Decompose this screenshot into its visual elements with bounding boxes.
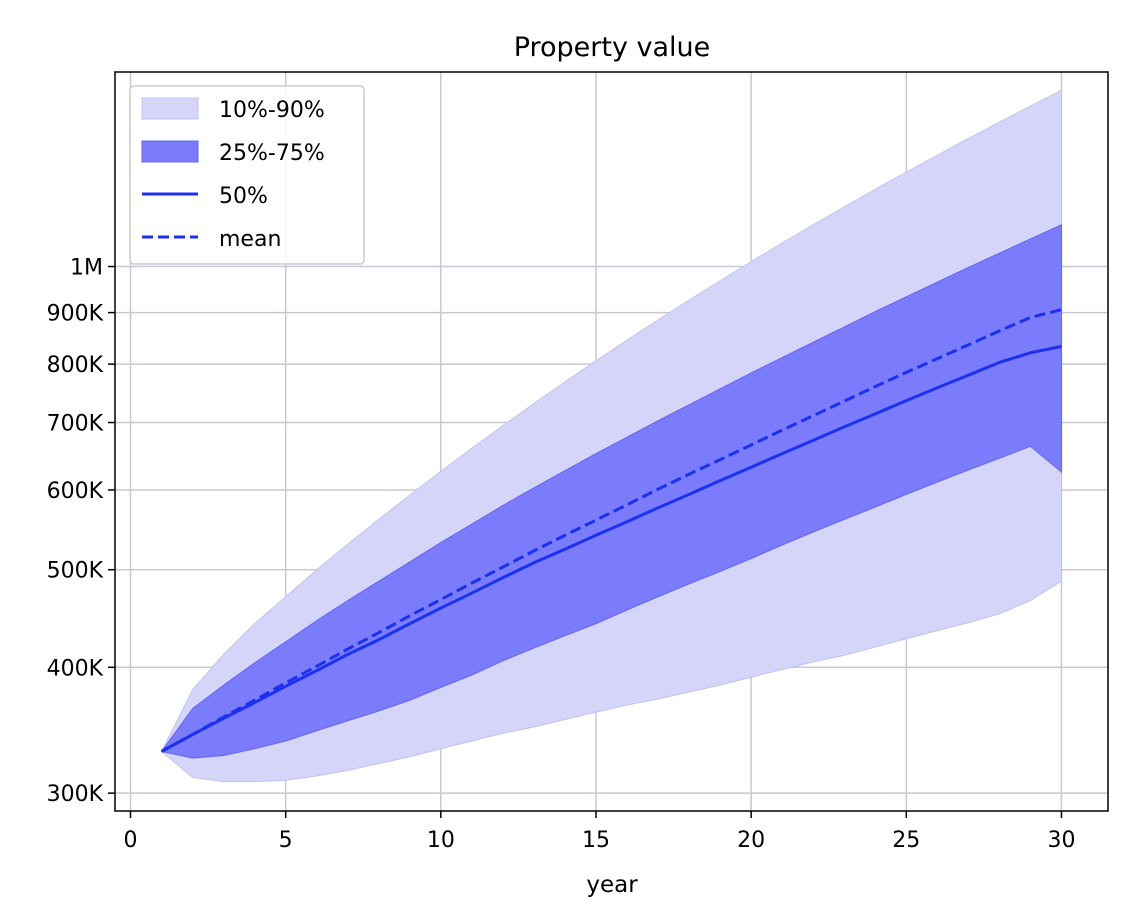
x-tick-label-0: 0: [124, 828, 138, 853]
legend-frame: [129, 85, 365, 265]
y-tick-label-1M: 1M: [70, 256, 103, 281]
x-tick-label-30: 30: [1047, 828, 1075, 853]
legend: 10%-90% 25%-75% 50% mean: [129, 85, 365, 265]
median-line: [160, 344, 1062, 753]
legend-label-10-90: 10%-90%: [219, 98, 325, 123]
mean-line: [160, 308, 1062, 753]
chart-title: Property value: [514, 32, 711, 63]
x-tick-label-15: 15: [582, 828, 610, 853]
percentile-bands: [160, 89, 1062, 783]
legend-label-median: 50%: [219, 184, 268, 209]
x-tick-label-5: 5: [279, 828, 293, 853]
legend-label-mean: mean: [219, 227, 281, 252]
x-tick-label-25: 25: [892, 828, 920, 853]
x-tick-label-10: 10: [427, 828, 455, 853]
legend-label-25-75: 25%-75%: [219, 141, 325, 166]
x-axis-title: year: [586, 872, 638, 898]
y-axis-ticks: 300K 400K 500K 600K 700K 800K 900K 1M: [47, 256, 115, 807]
legend-swatch-25-75: [141, 140, 199, 163]
y-tick-label-900K: 900K: [47, 302, 104, 327]
legend-swatch-10-90: [141, 97, 199, 120]
x-tick-label-20: 20: [737, 828, 765, 853]
band-25-75: [160, 224, 1062, 759]
y-tick-label-400K: 400K: [47, 656, 104, 681]
x-axis-ticks: 0 5 10 15 20 25 30: [124, 811, 1075, 853]
y-tick-label-300K: 300K: [47, 782, 104, 807]
series-lines: [160, 308, 1062, 753]
y-tick-label-500K: 500K: [47, 559, 104, 584]
y-tick-label-700K: 700K: [47, 412, 104, 437]
y-tick-label-600K: 600K: [47, 479, 104, 504]
plot-frame: [114, 71, 1109, 812]
y-tick-label-800K: 800K: [47, 353, 104, 378]
